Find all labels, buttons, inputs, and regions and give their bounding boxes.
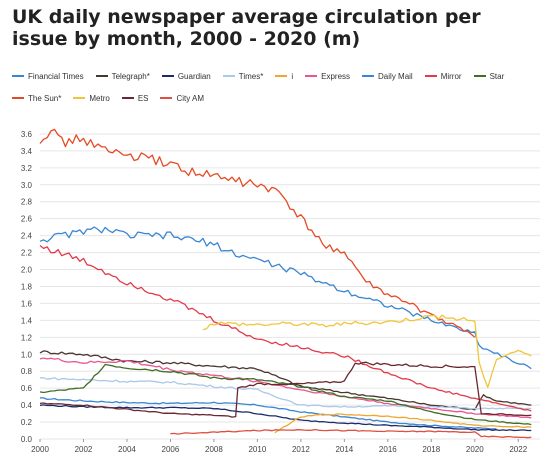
legend: Financial Times Telegraph* Guardian Times* i…: [12, 64, 532, 108]
legend-item: Mirror: [424, 69, 462, 83]
y-tick-label: 0.6: [21, 384, 33, 393]
y-tick-label: 1.6: [21, 299, 33, 308]
legend-item: Express: [305, 69, 350, 83]
legend-label: Telegraph*: [111, 71, 150, 81]
series-line: [39, 226, 532, 370]
y-tick-label: 3.2: [21, 164, 33, 173]
series-line: [39, 357, 532, 419]
legend-item: City AM: [160, 91, 204, 105]
legend-item: Times*: [222, 69, 264, 83]
legend-swatch: [160, 97, 173, 99]
y-tick-label: 3.0: [21, 181, 33, 190]
y-tick-label: 0.8: [21, 367, 33, 376]
x-tick-label: 2016: [379, 445, 397, 454]
chart-title: UK daily newspaper average circulation p…: [12, 6, 481, 50]
series-line: [40, 377, 532, 410]
legend-label: Financial Times: [28, 71, 84, 81]
y-tick-label: 0.0: [21, 435, 33, 444]
y-tick-label: 2.6: [21, 215, 33, 224]
legend-label: City AM: [176, 93, 205, 103]
legend-swatch: [424, 75, 437, 77]
legend-item: The Sun*: [12, 91, 61, 105]
y-tick-label: 0.4: [21, 401, 33, 410]
legend-swatch: [222, 75, 235, 77]
y-tick-label: 1.0: [21, 350, 33, 359]
legend-label: Metro: [89, 93, 110, 103]
legend-item: Star: [473, 69, 505, 83]
legend-swatch: [305, 75, 318, 77]
legend-label: ES: [137, 93, 149, 103]
legend-label: Star: [489, 71, 505, 81]
x-tick-label: 2012: [292, 445, 310, 454]
x-tick-label: 2004: [118, 445, 136, 454]
x-tick-label: 2014: [335, 445, 353, 454]
series-line: [39, 404, 532, 432]
y-tick-label: 2.0: [21, 266, 33, 275]
x-tick-label: 2006: [162, 445, 180, 454]
series-line: [202, 314, 532, 389]
y-tick-label: 1.2: [21, 333, 33, 342]
legend-item: Financial Times: [12, 69, 84, 83]
y-tick-label: 3.6: [21, 130, 33, 139]
series-line: [39, 397, 497, 430]
x-tick-label: 2010: [248, 445, 266, 454]
legend-label: Daily Mail: [378, 71, 413, 81]
legend-swatch: [95, 75, 108, 77]
legend-item: i: [275, 69, 293, 83]
y-tick-label: 2.8: [21, 198, 33, 207]
x-tick-label: 2020: [466, 445, 484, 454]
legend-label: Times*: [238, 71, 264, 81]
y-tick-label: 2.2: [21, 249, 33, 258]
legend-label: The Sun*: [28, 93, 62, 103]
series-line: [39, 128, 476, 338]
y-tick-label: 3.4: [21, 147, 33, 156]
legend-swatch: [121, 97, 134, 99]
legend-label: Express: [321, 71, 351, 81]
x-tick-label: 2018: [422, 445, 440, 454]
series-line: [39, 363, 532, 426]
y-tick-label: 1.8: [21, 282, 33, 291]
y-tick-label: 1.4: [21, 316, 33, 325]
legend-item: Daily Mail: [362, 69, 413, 83]
legend-item: Metro: [73, 91, 110, 105]
x-tick-label: 2000: [31, 445, 49, 454]
legend-swatch: [362, 75, 375, 77]
legend-swatch: [275, 75, 288, 77]
series-line: [39, 244, 532, 412]
legend-label: Guardian: [177, 71, 211, 81]
y-tick-label: 2.4: [21, 232, 33, 241]
legend-item: Guardian: [161, 69, 211, 83]
legend-label: Mirror: [440, 71, 462, 81]
legend-swatch: [161, 75, 174, 77]
legend-swatch: [12, 75, 24, 77]
series-line: [170, 428, 532, 439]
series-line: [274, 413, 532, 434]
legend-swatch: [12, 97, 24, 99]
legend-item: Telegraph*: [95, 69, 150, 83]
x-tick-label: 2008: [205, 445, 223, 454]
x-tick-label: 2022: [509, 445, 527, 454]
series-line: [39, 350, 532, 411]
legend-label: i: [291, 71, 294, 81]
y-tick-label: 0.2: [21, 418, 33, 427]
legend-swatch: [473, 75, 486, 77]
series-line: [39, 361, 532, 418]
legend-swatch: [73, 97, 86, 99]
legend-item: ES: [121, 91, 149, 105]
x-tick-label: 2002: [75, 445, 93, 454]
